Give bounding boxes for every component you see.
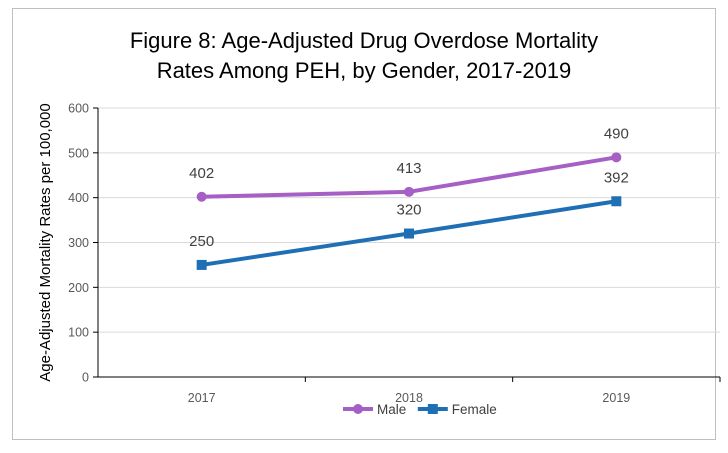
axes bbox=[93, 107, 721, 382]
y-axis-label: Age-Adjusted Mortality Rates per 100,000 bbox=[37, 103, 54, 382]
x-tick-label: 2017 bbox=[188, 391, 216, 405]
data-label-female: 392 bbox=[604, 169, 629, 186]
data-label-male: 490 bbox=[604, 125, 629, 142]
data-point-male bbox=[404, 186, 414, 197]
data-point-female bbox=[611, 196, 622, 207]
data-point-female bbox=[196, 259, 207, 270]
data-labels: 402 413 490 250 320 392 bbox=[189, 125, 629, 250]
data-point-male bbox=[611, 152, 622, 163]
chart-title-line1: Figure 8: Age-Adjusted Drug Overdose Mor… bbox=[129, 28, 599, 53]
y-tick-label: 200 bbox=[68, 281, 89, 295]
data-label-male: 402 bbox=[189, 165, 214, 182]
y-tick-label: 400 bbox=[68, 191, 89, 205]
legend-label-female: Female bbox=[452, 402, 497, 417]
y-tick-label: 300 bbox=[68, 236, 89, 250]
data-label-female: 250 bbox=[189, 233, 214, 250]
x-tick-label: 2018 bbox=[395, 391, 423, 405]
legend: Male Female bbox=[343, 402, 497, 417]
series-lines bbox=[196, 152, 622, 270]
y-tick-label: 500 bbox=[68, 146, 89, 160]
y-tick-label: 600 bbox=[68, 102, 89, 116]
y-tick-label: 100 bbox=[68, 326, 89, 340]
y-tick-label: 0 bbox=[82, 371, 89, 385]
data-label-male: 413 bbox=[396, 160, 421, 177]
chart-title-line2: Rates Among PEH, by Gender, 2017-2019 bbox=[156, 58, 572, 83]
x-tick-label: 2019 bbox=[602, 391, 630, 405]
data-label-female: 320 bbox=[396, 202, 421, 219]
legend-marker-female bbox=[427, 404, 438, 414]
data-point-female bbox=[404, 228, 414, 239]
chart-frame bbox=[12, 8, 716, 440]
legend-marker-male bbox=[353, 404, 363, 414]
data-point-male bbox=[196, 191, 207, 202]
y-tick-labels: 0 100 200 300 400 500 600 bbox=[68, 102, 89, 385]
x-tick-labels: 2017 2018 2019 bbox=[188, 391, 631, 405]
chart-title: Figure 8: Age-Adjusted Drug Overdose Mor… bbox=[12, 26, 716, 86]
legend-label-male: Male bbox=[377, 402, 406, 417]
